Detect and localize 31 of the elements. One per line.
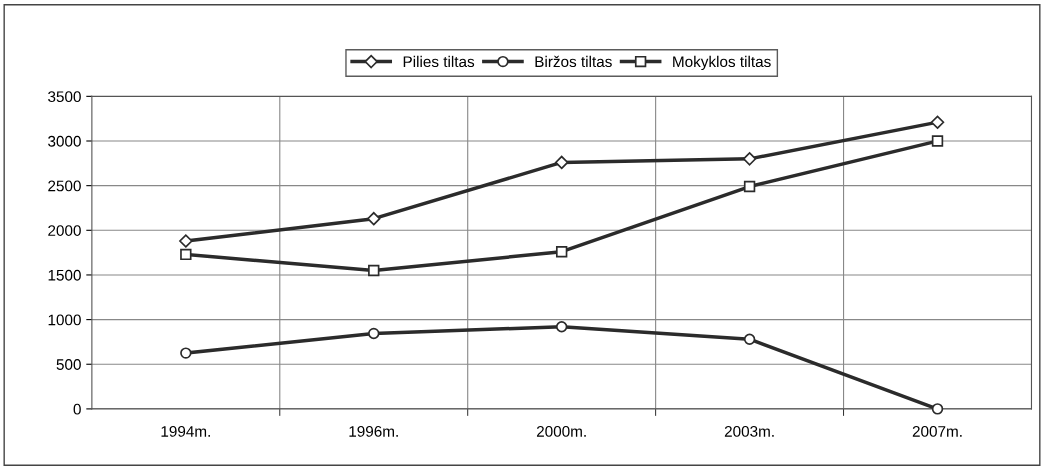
point (742, 152, 757, 166)
y-tick-label: 500 (56, 359, 81, 370)
point (554, 155, 569, 170)
x-tick-label: 2007m. (912, 425, 962, 437)
x-tick-label: 2000m. (536, 425, 586, 437)
x-tick-label: 1994m. (161, 425, 210, 437)
legend-label: Biržos tiltas (535, 55, 612, 68)
y-tick-label: 3500 (48, 91, 81, 103)
point (179, 234, 193, 248)
point (180, 248, 192, 261)
y-tick-label: 2000 (48, 225, 81, 236)
y-tick-label: 3000 (48, 135, 81, 147)
y-tick-label: 1500 (48, 269, 81, 281)
point (368, 327, 380, 340)
point (931, 403, 944, 415)
point (180, 347, 192, 359)
point (555, 321, 568, 333)
point (743, 180, 756, 193)
point (367, 211, 381, 226)
y-tick-label: 2500 (48, 180, 81, 192)
legend-label: Mokyklos tiltas (673, 55, 771, 71)
y-tick-label: 1000 (48, 314, 81, 326)
point (368, 264, 380, 277)
point (555, 246, 568, 258)
point (743, 333, 756, 345)
y-tick-label: 0 (73, 403, 81, 415)
legend-label: Pilies tiltas (403, 55, 475, 68)
x-tick-label: 2003m. (724, 425, 774, 437)
x-tick-label: 1996m. (349, 425, 398, 437)
point (931, 135, 944, 147)
point (930, 115, 945, 129)
